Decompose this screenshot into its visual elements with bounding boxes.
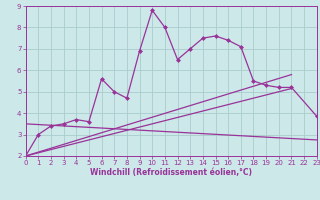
X-axis label: Windchill (Refroidissement éolien,°C): Windchill (Refroidissement éolien,°C) — [90, 168, 252, 177]
